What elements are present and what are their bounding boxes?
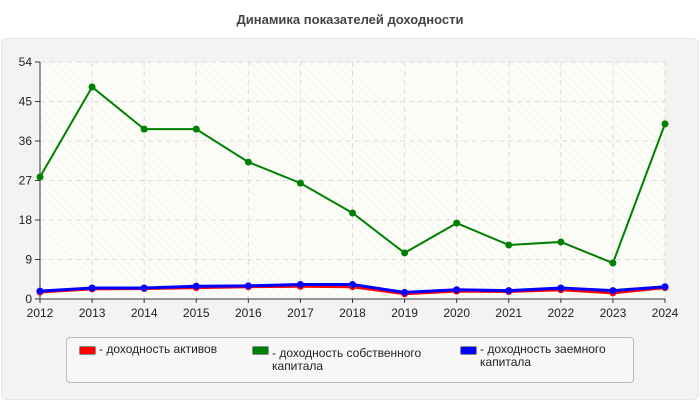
y-tick-label: 45 [19,95,33,109]
legend-item-equity: - доходность собственного капитала [252,343,432,373]
data-point-2 [244,282,252,290]
x-tick-label: 2021 [495,306,522,320]
x-tick-label: 2013 [79,306,106,320]
x-tick-label: 2015 [183,306,210,320]
legend-item-debt: - доходность заемного капитала [460,343,630,369]
legend-item-assets: - доходность активов [79,343,259,356]
data-point-2 [296,281,304,289]
chart-title: Динамика показателей доходности [236,12,464,27]
legend-label: - доходность собственного капитала [272,346,422,373]
data-point-1 [140,125,148,133]
x-tick-label: 2023 [600,306,627,320]
x-tick-label: 2018 [339,306,366,320]
data-point-1 [401,249,409,257]
data-point-2 [36,287,44,295]
x-tick-label: 2016 [235,306,262,320]
data-point-2 [140,284,148,292]
data-point-2 [401,288,409,296]
x-tick-label: 2014 [131,306,158,320]
y-tick-label: 18 [19,213,33,227]
data-point-1 [453,219,461,227]
data-point-1 [661,120,669,128]
data-point-2 [192,282,200,290]
legend-label: - доходность заемного капитала [480,342,606,369]
data-point-1 [36,173,44,181]
data-point-1 [296,179,304,187]
x-tick-label: 2020 [443,306,470,320]
data-point-2 [453,286,461,294]
data-point-2 [505,287,513,295]
y-tick-label: 9 [25,253,32,267]
legend-swatch-red [79,346,96,355]
data-point-2 [661,283,669,291]
y-tick-label: 0 [25,292,32,306]
data-point-2 [349,281,356,289]
data-point-1 [609,259,617,267]
data-point-1 [192,125,200,133]
legend-swatch-green [252,346,269,355]
data-point-2 [609,287,617,295]
y-tick-label: 27 [19,174,33,188]
x-tick-label: 2019 [391,306,418,320]
x-tick-label: 2017 [287,306,314,320]
data-point-1 [505,241,513,249]
y-tick-label: 36 [19,134,33,148]
data-point-2 [557,284,565,292]
x-tick-label: 2022 [547,306,574,320]
x-tick-label: 2012 [27,306,54,320]
data-point-1 [557,238,565,246]
data-point-1 [244,158,252,166]
legend-swatch-blue [460,346,477,355]
data-point-1 [88,83,96,91]
legend-label: - доходность активов [99,342,218,356]
data-point-1 [349,209,356,217]
y-tick-label: 54 [19,55,33,69]
legend: - доходность активов - доходность собств… [66,337,634,383]
data-point-2 [88,284,96,292]
x-tick-label: 2024 [652,306,679,320]
